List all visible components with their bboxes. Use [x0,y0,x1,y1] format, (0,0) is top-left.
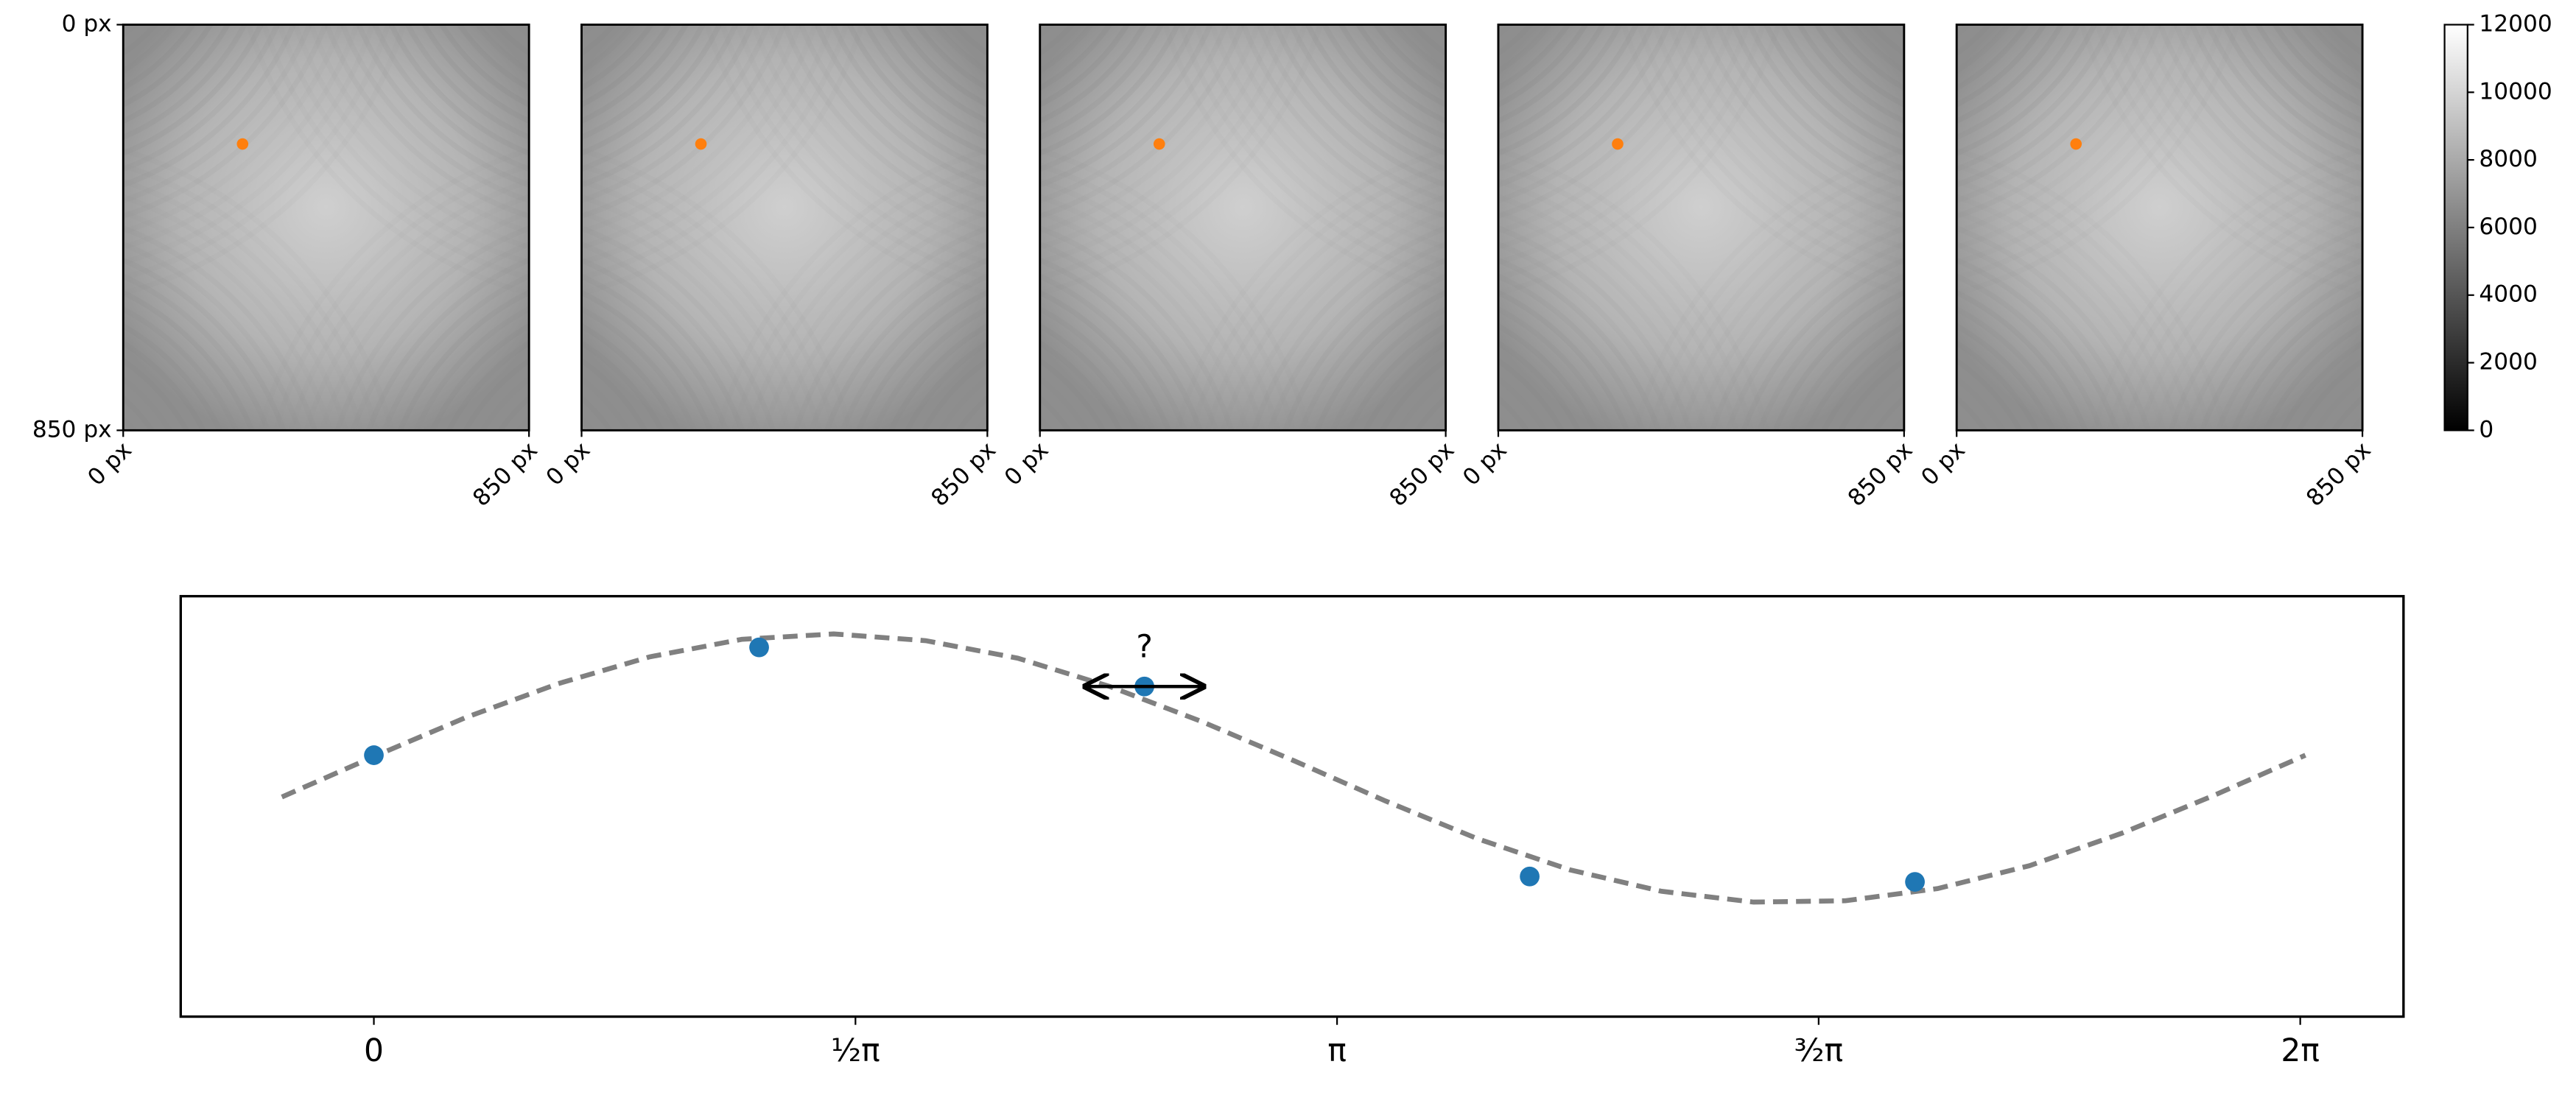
fringe [1254,399,1513,658]
colorbar-tick-label: 0 [2479,416,2493,443]
panel-frame [1039,24,1447,432]
fringe [337,399,596,658]
colorbar-tick-label: 6000 [2479,214,2537,240]
x-tick-label: 2π [2281,1032,2319,1068]
image-panel [1498,24,1904,431]
colorbar [2443,24,2468,432]
x-tick-label: 0 px [541,437,596,491]
colorbar-tick-label: 12000 [2479,11,2552,38]
point [1520,866,1540,887]
fringe [514,399,773,658]
x-tick-label: 850 px [926,437,1001,512]
x-tick-label: 0 px [1000,437,1054,491]
image-panel [1956,24,2363,431]
x-tick-label: ½π [831,1032,880,1068]
image-panel [123,24,530,431]
fringe [1285,0,1515,25]
marker [2070,138,2082,150]
x-tick-label: 0 [364,1032,384,1068]
fringe [1712,399,1971,658]
plot-frame [179,594,2405,1018]
image-panel [581,24,988,431]
y-tick-label: 850 px [32,416,112,443]
colorbar-tick-label: 8000 [2479,146,2537,172]
fringe [1889,399,2149,658]
point [749,637,769,658]
x-tick-label: π [1327,1032,1347,1068]
x-tick-label: 0 px [1916,437,1970,491]
panel-frame [1497,24,1906,432]
fringe [795,399,1054,658]
fringe [529,414,759,644]
fringe [987,414,1217,644]
point [1905,872,1925,892]
fringe [2362,414,2576,644]
fringe [971,0,1201,25]
x-tick-label: 0 px [83,437,137,491]
marker [695,138,707,150]
point [364,745,384,765]
marker [236,138,249,150]
marker [1153,138,1165,150]
fit-curve [281,631,2306,905]
fringe [0,414,123,644]
colorbar-tick-label: 4000 [2479,281,2537,308]
panel-frame [122,24,530,432]
fringe [972,399,1232,658]
image-panel [1039,24,1446,431]
y-tick-label: 0 px [62,11,112,38]
panel-frame [1955,24,2364,432]
marker [1612,138,1624,150]
fringe [1268,414,1498,644]
x-tick-label: 0 px [1458,437,1512,491]
fringe [810,414,1040,644]
fringe [2348,399,2576,658]
fringe [1743,0,1973,25]
x-tick-label: 850 px [468,437,543,512]
fringe [827,0,1056,25]
x-tick-label: 850 px [1385,437,1460,512]
x-tick-label: 850 px [1843,437,1918,512]
x-tick-label: ³⁄₂π [1794,1032,1844,1068]
fringe [1904,414,2134,644]
fringe [1446,414,1676,644]
fringe [1429,0,1659,25]
fringe [351,414,581,644]
fringe [513,0,743,25]
colorbar-tick-label: 2000 [2479,349,2537,376]
x-tick-label: 850 px [2301,437,2376,512]
fringe [368,0,598,25]
fringe [1431,399,1691,658]
fringe [1727,414,1956,644]
fringe [1888,0,2118,25]
annotation: ? [1136,628,1152,664]
panel-frame [580,24,989,432]
colorbar-tick-label: 10000 [2479,78,2552,105]
